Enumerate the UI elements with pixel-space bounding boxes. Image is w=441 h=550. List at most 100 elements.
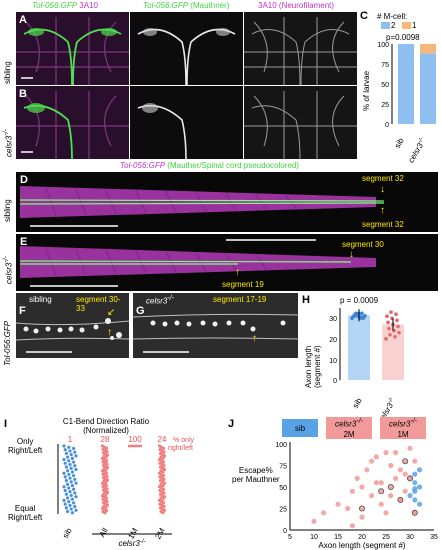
panel-i-dot: [63, 475, 67, 479]
panel-letter-c: C: [360, 10, 368, 22]
panel-c-chart: 0 25 50 75 100 sib celsr3-/-: [377, 42, 436, 164]
panel-i-dot: [72, 501, 76, 505]
panel-h-ytick-0: 0: [333, 378, 337, 385]
panel-i-ytop: Only Right/Left: [8, 437, 42, 455]
panel-j-dot: [417, 501, 423, 507]
panel-c-legend-swatch-2: [381, 22, 390, 29]
panel-i-dot: [63, 461, 67, 465]
panel-i-dot: [161, 474, 166, 478]
panel-i-dot: [105, 487, 109, 491]
panel-e-annotation-bottom: segment 19: [222, 280, 264, 289]
row-label-mutant-e-text: celsr3: [4, 262, 14, 284]
panel-c-ytick-25: 25: [381, 102, 389, 109]
panel-i-percent-suffix1: % only: [173, 437, 195, 444]
panel-j-dot: [393, 450, 399, 456]
panel-j-dot: [397, 467, 403, 473]
panel-h-bar-0: [348, 315, 370, 380]
panel-j-xticks: 5 10 15 20 25 30 35: [288, 534, 438, 541]
panel-j-ytick: 100: [275, 442, 287, 449]
panel-j-dot: [412, 471, 418, 477]
panel-i-dot: [161, 470, 165, 474]
panel-j-legend-1m-sub: 1M: [397, 429, 409, 439]
panel-i-dot: [74, 481, 78, 485]
panel-i-dot: [104, 484, 109, 488]
panel-j-legend-sib: sib: [282, 419, 318, 437]
panel-h-dot: [388, 332, 392, 337]
panel-j-legend-1m: celsr3-/- 1M: [380, 417, 426, 439]
panel-d-header-gfp: Tol-056:GFP: [120, 161, 166, 170]
row-label-mutant-ab: celsr3-/-: [3, 129, 14, 157]
panel-i-dot: [105, 503, 110, 507]
panel-i-dot: [68, 462, 72, 467]
row-label-mutant-e-sup: -/-: [3, 256, 10, 263]
panel-i-dot: [69, 480, 73, 484]
panel-j-dot: [412, 497, 418, 503]
panel-j-ytick: 50: [279, 485, 287, 492]
panel-d-annotation-bottom: segment 32: [362, 220, 404, 229]
panel-j-dot: [364, 467, 370, 473]
panel-h-ytick-20: 20: [329, 337, 337, 344]
panel-letter-d: D: [20, 174, 28, 186]
up-arrow-icon: ↑: [235, 267, 240, 278]
panel-i-xgroup-sup: -/-: [140, 539, 146, 545]
panel-i-dot: [105, 453, 110, 457]
panel-i-dot: [68, 503, 72, 507]
panel-j-dot: [412, 458, 418, 464]
panel-c-ytick-100: 100: [377, 42, 389, 49]
panel-i-ytop-line1: Only: [16, 437, 34, 446]
panel-j-dot: [402, 471, 408, 477]
panel-i-dot: [104, 459, 109, 463]
panel-i-dot: [73, 450, 77, 454]
panel-i-title-line2: (Normalized): [83, 426, 129, 435]
down-arrow-icon: ↓: [380, 184, 385, 195]
panel-i-dot: [70, 456, 74, 460]
panel-h-dot: [387, 326, 391, 331]
panel-i-dot: [162, 450, 166, 454]
panel-i-dot: [72, 487, 76, 491]
panel-b-merge-svg: [16, 86, 129, 159]
panel-b-gfp-image: [130, 86, 243, 159]
panel-i-dot: [72, 446, 76, 451]
row-label-mutant-text: celsr3: [4, 135, 14, 157]
panel-j-dot: [417, 484, 423, 490]
panel-g-label-left-sup: -/-: [167, 295, 174, 302]
panel-j-dot: [369, 493, 375, 499]
panel-i-ybottom: Equal Right/Left: [8, 504, 42, 522]
panel-d-annotation-top: segment 32: [362, 174, 404, 183]
panel-i-dot: [104, 468, 108, 472]
panel-i-dot: [69, 453, 73, 457]
panel-h-dot: [385, 314, 389, 319]
panel-i-dot: [104, 505, 108, 509]
panel-i-dot: [105, 462, 109, 466]
panel-i-dot: [105, 450, 109, 454]
panel-i-dot: [103, 511, 107, 515]
panel-h-dot: [389, 310, 393, 314]
panel-i-dot: [64, 451, 68, 456]
panel-i-dot: [161, 456, 165, 460]
panel-i-dot: [104, 471, 109, 475]
panel-i-xgroup: celsr3-/-: [118, 539, 145, 548]
up-arrow-icon: ↑: [252, 333, 257, 344]
panel-i-dot: [105, 490, 110, 495]
down-arrow-icon: ↓: [349, 249, 354, 260]
panel-i-dot: [70, 511, 74, 515]
panel-i-dot: [162, 467, 167, 472]
row-label-mutant-sup: -/-: [3, 129, 10, 136]
panel-c-bar-1-1: [420, 44, 436, 54]
panel-c-ytick-0: 0: [385, 122, 389, 129]
panel-j-dot: [402, 458, 409, 465]
panel-j-ylabel-line1: Escape%: [238, 466, 273, 475]
panel-f-label-left: sibling: [29, 295, 52, 304]
panel-j-dot: [383, 450, 389, 456]
panel-b-3a10-image: [244, 86, 357, 159]
panel-j-dot: [412, 486, 418, 492]
panel-c-legend-swatch-1: [402, 22, 411, 29]
panel-a-merge-image: A: [16, 12, 129, 85]
panel-letter-e: E: [20, 236, 28, 248]
row-label-mutant-e: celsr3-/-: [3, 256, 14, 284]
panel-i-dot: [161, 487, 166, 491]
panel-i-dot: [105, 478, 110, 482]
panel-i-dot: [67, 500, 71, 504]
panel-j-legend-2m-sub: 2M: [343, 429, 355, 439]
header-col3: 3A10 (Neurofilament): [258, 1, 335, 10]
